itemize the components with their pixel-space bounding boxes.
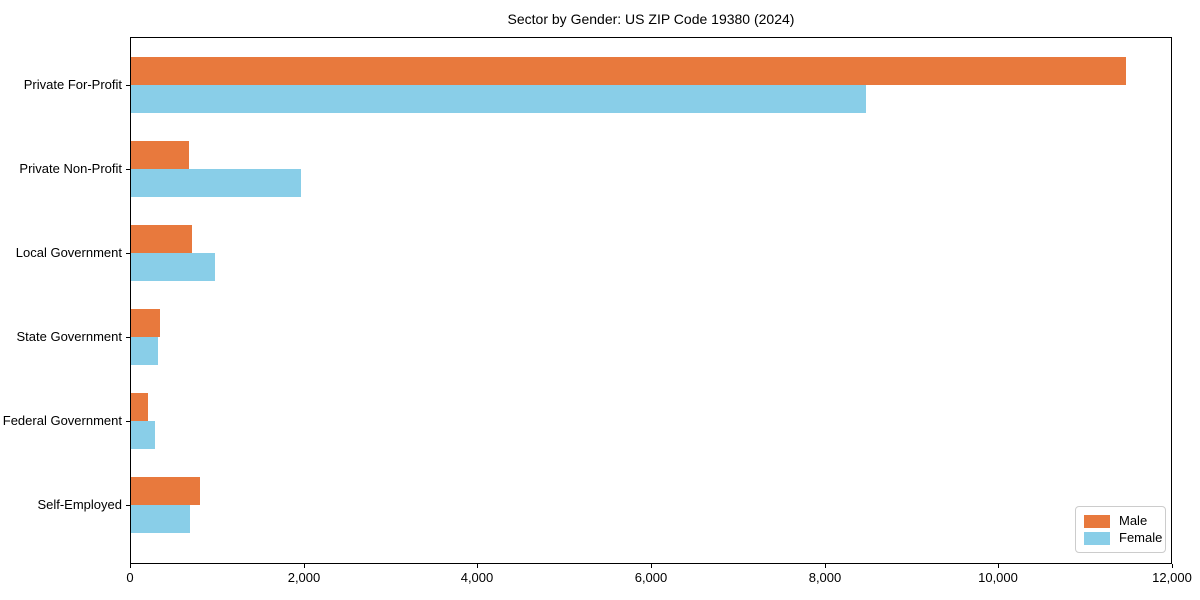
y-tick-mark-local-government bbox=[126, 253, 130, 254]
bar-female-private-for-profit bbox=[131, 85, 866, 113]
legend-item-male: Male bbox=[1084, 514, 1157, 528]
x-tick-label-12-000: 12,000 bbox=[1152, 570, 1192, 585]
bar-female-local-government bbox=[131, 253, 215, 281]
y-tick-mark-federal-government bbox=[126, 421, 130, 422]
x-tick-label-8-000: 8,000 bbox=[808, 570, 842, 585]
y-tick-label-private-for-profit: Private For-Profit bbox=[23, 77, 122, 92]
y-tick-mark-private-for-profit bbox=[126, 85, 130, 86]
bar-male-self-employed bbox=[131, 477, 200, 505]
chart-title: Sector by Gender: US ZIP Code 19380 (202… bbox=[507, 11, 795, 27]
x-tick-mark-4-000 bbox=[477, 564, 478, 568]
x-tick-label-6-000: 6,000 bbox=[634, 570, 668, 585]
bar-male-local-government bbox=[131, 225, 192, 253]
y-tick-mark-self-employed bbox=[126, 505, 130, 506]
bar-female-state-government bbox=[131, 337, 158, 365]
x-tick-mark-2-000 bbox=[304, 564, 305, 568]
bar-female-self-employed bbox=[131, 505, 190, 533]
y-tick-label-private-non-profit: Private Non-Profit bbox=[19, 161, 122, 176]
legend-swatch-female bbox=[1084, 531, 1110, 545]
bar-male-private-for-profit bbox=[131, 57, 1126, 85]
y-tick-mark-private-non-profit bbox=[126, 169, 130, 170]
x-tick-label-10-000: 10,000 bbox=[978, 570, 1018, 585]
bar-male-state-government bbox=[131, 309, 160, 337]
x-tick-mark-12-000 bbox=[1172, 564, 1173, 568]
x-tick-mark-0 bbox=[130, 564, 131, 568]
legend-item-female: Female bbox=[1084, 531, 1162, 545]
bar-male-private-non-profit bbox=[131, 141, 189, 169]
y-tick-label-state-government: State Government bbox=[16, 329, 123, 344]
bar-female-private-non-profit bbox=[131, 169, 301, 197]
plot-area bbox=[130, 37, 1172, 564]
y-tick-label-self-employed: Self-Employed bbox=[37, 497, 122, 512]
bar-female-federal-government bbox=[131, 421, 155, 449]
x-tick-mark-6-000 bbox=[651, 564, 652, 568]
bar-male-federal-government bbox=[131, 393, 148, 421]
x-tick-label-2-000: 2,000 bbox=[287, 570, 321, 585]
y-tick-label-local-government: Local Government bbox=[15, 245, 122, 260]
legend-label-male: Male bbox=[1119, 513, 1148, 528]
legend: Male Female bbox=[1075, 506, 1166, 553]
y-tick-mark-state-government bbox=[126, 337, 130, 338]
y-tick-label-federal-government: Federal Government bbox=[2, 413, 122, 428]
legend-label-female: Female bbox=[1119, 530, 1163, 545]
legend-swatch-male bbox=[1084, 514, 1110, 528]
x-tick-mark-10-000 bbox=[998, 564, 999, 568]
x-tick-mark-8-000 bbox=[825, 564, 826, 568]
x-tick-label-0: 0 bbox=[126, 570, 134, 585]
x-tick-label-4-000: 4,000 bbox=[460, 570, 494, 585]
